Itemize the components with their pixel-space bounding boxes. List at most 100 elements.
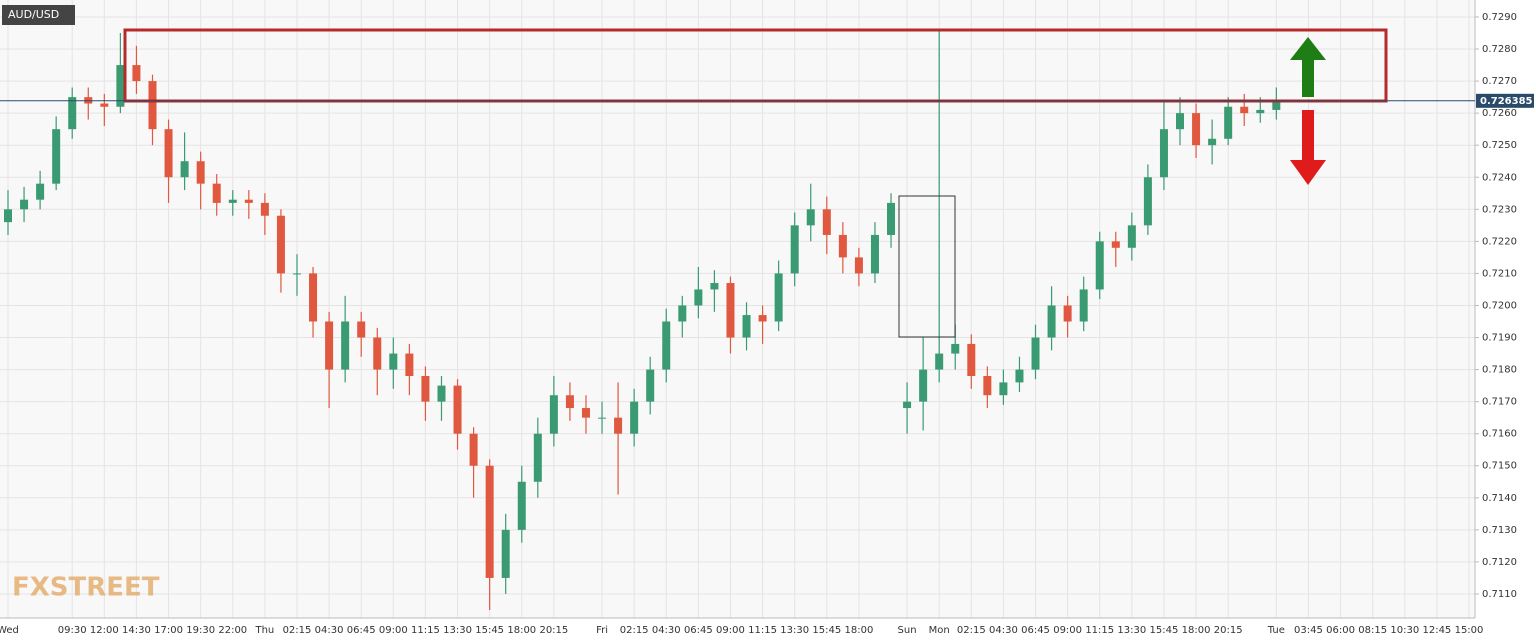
last-price-badge	[1476, 93, 1534, 108]
candle-body	[726, 283, 735, 338]
y-tick-label: 0.7180	[1482, 365, 1517, 376]
candle-body	[485, 465, 494, 578]
candle-body	[148, 81, 157, 130]
x-tick-label: 14:30	[122, 625, 151, 636]
x-tick-label: 08:15	[1358, 625, 1387, 636]
candle-body	[116, 65, 125, 107]
candle-body	[806, 209, 815, 226]
x-tick-label: 18:00	[1182, 625, 1211, 636]
candle-body	[309, 273, 318, 322]
y-tick-label: 0.7270	[1482, 76, 1517, 87]
candle-body	[1192, 113, 1201, 146]
candle-body	[357, 321, 366, 338]
candle-body	[1111, 241, 1120, 248]
candle-body	[838, 234, 847, 258]
candle-body	[678, 305, 687, 322]
y-tick-label: 0.7200	[1482, 300, 1517, 311]
x-tick-label: 17:00	[154, 625, 183, 636]
x-tick-label: 15:45	[1150, 625, 1179, 636]
candle-body	[999, 382, 1008, 396]
y-tick-label: 0.7260	[1482, 108, 1517, 119]
candle-body	[903, 401, 912, 409]
candle-body	[421, 375, 430, 402]
x-tick-label: 02:15	[957, 625, 986, 636]
up-arrow	[1290, 37, 1326, 97]
candle-body	[694, 289, 703, 306]
candle-body	[790, 225, 799, 274]
candle-body	[1063, 305, 1072, 322]
x-tick-label: 19:30	[186, 625, 215, 636]
x-tick-label: Mon	[929, 625, 950, 636]
x-tick-label: 02:15	[620, 625, 649, 636]
x-tick-label: 09:00	[379, 625, 408, 636]
y-tick-label: 0.7120	[1482, 557, 1517, 568]
x-tick-label: 11:15	[411, 625, 440, 636]
candle-body	[919, 369, 928, 402]
y-tick-label: 0.7170	[1482, 397, 1517, 408]
y-tick-label: 0.7150	[1482, 461, 1517, 472]
candle-body	[292, 273, 301, 275]
candle-body	[1047, 305, 1056, 338]
x-tick-label: 09:30	[58, 625, 87, 636]
candle-body	[1031, 337, 1040, 370]
x-tick-label: 15:00	[1455, 625, 1484, 636]
candle-body	[646, 369, 655, 402]
x-tick-label: 10:30	[1390, 625, 1419, 636]
candle-body	[1015, 369, 1024, 383]
candle-body	[1208, 138, 1217, 146]
candle-body	[614, 417, 623, 434]
candle-body	[710, 283, 719, 290]
x-tick-label: 03:45	[1294, 625, 1323, 636]
candle-body	[822, 209, 831, 235]
candle-body	[196, 161, 205, 184]
candle-body	[20, 199, 29, 210]
x-tick-label: Thu	[254, 625, 274, 636]
candle-body	[983, 375, 992, 396]
y-tick-label: 0.7250	[1482, 140, 1517, 151]
x-tick-label: 12:00	[90, 625, 119, 636]
candle-body	[68, 97, 77, 130]
x-tick-label: 09:00	[716, 625, 745, 636]
candle-body	[405, 353, 414, 376]
y-tick-label: 0.7130	[1482, 525, 1517, 536]
y-tick-label: 0.7280	[1482, 44, 1517, 55]
x-tick-label: 06:45	[347, 625, 376, 636]
y-tick-label: 0.7110	[1482, 589, 1517, 600]
x-tick-label: Wed	[0, 625, 19, 636]
candle-body	[52, 129, 61, 184]
x-tick-label: 22:00	[218, 625, 247, 636]
candle-body	[228, 199, 237, 203]
y-tick-label: 0.7140	[1482, 493, 1517, 504]
y-tick-label: 0.7240	[1482, 172, 1517, 183]
candle-body	[1224, 106, 1233, 139]
x-tick-label: 13:30	[780, 625, 809, 636]
down-arrow	[1290, 110, 1326, 185]
x-tick-label: 06:00	[1326, 625, 1355, 636]
x-tick-label: 06:45	[684, 625, 713, 636]
candle-body	[164, 129, 173, 178]
y-tick-label: 0.7220	[1482, 236, 1517, 247]
x-tick-label: 04:30	[652, 625, 681, 636]
candle-body	[758, 315, 767, 322]
logo: FXSTREET	[12, 573, 160, 603]
last-price-label: 0.726385	[1480, 96, 1533, 107]
candle-body	[967, 343, 976, 376]
candle-body	[662, 321, 671, 370]
x-tick-label: 18:00	[507, 625, 536, 636]
candle-body	[212, 183, 221, 203]
candle-body	[341, 321, 350, 370]
candle-body	[244, 199, 253, 203]
x-tick-label: 15:45	[475, 625, 504, 636]
candle-body	[501, 529, 510, 578]
candle-body	[533, 433, 542, 482]
grid	[0, 0, 1475, 618]
x-tick-label: Tue	[1267, 625, 1285, 636]
x-tick-label: 11:15	[1085, 625, 1114, 636]
plot-background	[0, 0, 1475, 618]
candle-body	[389, 353, 398, 370]
x-tick-label: 06:45	[1021, 625, 1050, 636]
x-tick-label: 20:15	[539, 625, 568, 636]
x-tick-label: 02:15	[283, 625, 312, 636]
candle-body	[630, 401, 639, 434]
